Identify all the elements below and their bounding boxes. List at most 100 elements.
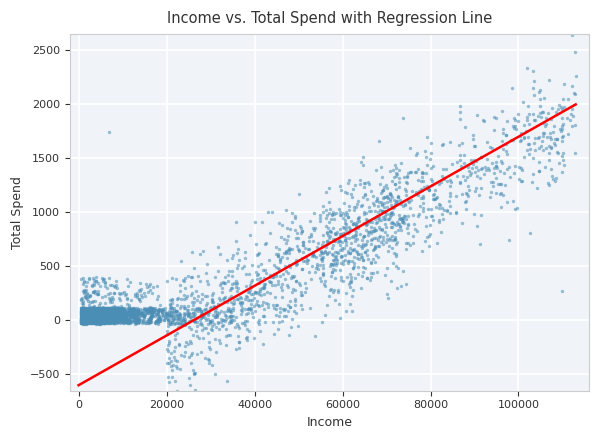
- Point: [386, 196, 395, 203]
- Point: [80, 308, 90, 315]
- Point: [214, 319, 223, 326]
- Point: [482, 139, 492, 146]
- Point: [79, 309, 89, 316]
- Point: [354, 218, 364, 225]
- Point: [387, 204, 397, 211]
- Point: [92, 306, 102, 313]
- Point: [434, 216, 444, 223]
- Point: [296, 224, 305, 231]
- Point: [231, 219, 241, 226]
- Point: [104, 129, 114, 136]
- Point: [347, 293, 356, 300]
- Point: [373, 202, 383, 209]
- Point: [98, 315, 107, 322]
- Point: [117, 290, 127, 297]
- Point: [197, 290, 207, 297]
- Point: [140, 319, 150, 326]
- Point: [200, 292, 210, 299]
- Point: [104, 305, 114, 312]
- Point: [105, 308, 115, 315]
- Point: [157, 308, 167, 315]
- Point: [406, 242, 415, 249]
- Point: [106, 299, 115, 306]
- Point: [156, 316, 166, 323]
- Point: [557, 114, 567, 121]
- Point: [303, 246, 313, 253]
- Point: [79, 278, 89, 285]
- Point: [139, 318, 148, 325]
- Point: [91, 320, 101, 327]
- Point: [79, 318, 89, 325]
- Point: [108, 318, 118, 325]
- Point: [95, 312, 104, 319]
- Point: [322, 229, 332, 236]
- Point: [85, 305, 95, 312]
- Point: [352, 231, 361, 238]
- Point: [131, 319, 140, 326]
- Point: [102, 317, 112, 324]
- Point: [128, 305, 137, 312]
- Point: [103, 310, 113, 317]
- Point: [108, 308, 118, 315]
- Point: [247, 279, 256, 286]
- Point: [426, 212, 436, 219]
- Point: [119, 308, 129, 315]
- Point: [280, 235, 289, 242]
- Point: [383, 290, 392, 297]
- Point: [290, 296, 300, 303]
- Point: [79, 312, 88, 319]
- Point: [101, 315, 111, 322]
- Point: [473, 167, 483, 174]
- Point: [175, 287, 185, 294]
- Point: [472, 172, 482, 179]
- Point: [547, 173, 556, 180]
- Point: [115, 306, 125, 313]
- Point: [91, 316, 101, 323]
- Point: [192, 305, 202, 312]
- Point: [171, 308, 181, 315]
- Point: [541, 120, 551, 127]
- Point: [112, 307, 121, 314]
- Point: [133, 307, 143, 314]
- Point: [214, 310, 223, 317]
- Point: [95, 319, 104, 326]
- Point: [400, 202, 410, 209]
- Point: [169, 315, 178, 323]
- Point: [136, 312, 145, 319]
- Point: [504, 163, 514, 170]
- Point: [231, 283, 241, 290]
- Point: [175, 312, 184, 319]
- Point: [97, 305, 107, 312]
- Point: [93, 317, 103, 324]
- Point: [176, 318, 186, 325]
- Point: [437, 205, 446, 212]
- Point: [98, 319, 108, 326]
- Point: [226, 308, 235, 315]
- Point: [353, 264, 363, 271]
- Point: [98, 318, 108, 325]
- Point: [394, 184, 404, 191]
- Point: [286, 226, 295, 233]
- Point: [118, 317, 128, 324]
- Point: [90, 287, 100, 294]
- Point: [416, 178, 426, 185]
- Point: [254, 317, 264, 324]
- Point: [131, 316, 140, 323]
- Point: [146, 307, 156, 314]
- Point: [169, 306, 178, 313]
- Point: [115, 311, 124, 318]
- Point: [179, 291, 189, 298]
- Point: [366, 224, 376, 231]
- Point: [435, 202, 445, 209]
- Point: [98, 304, 108, 312]
- Point: [79, 307, 88, 314]
- Point: [408, 233, 418, 240]
- Point: [80, 313, 90, 320]
- Point: [377, 187, 387, 194]
- Point: [114, 295, 124, 302]
- Point: [154, 309, 163, 316]
- Point: [180, 321, 190, 328]
- Point: [341, 235, 351, 242]
- Point: [455, 103, 464, 110]
- Point: [154, 316, 163, 323]
